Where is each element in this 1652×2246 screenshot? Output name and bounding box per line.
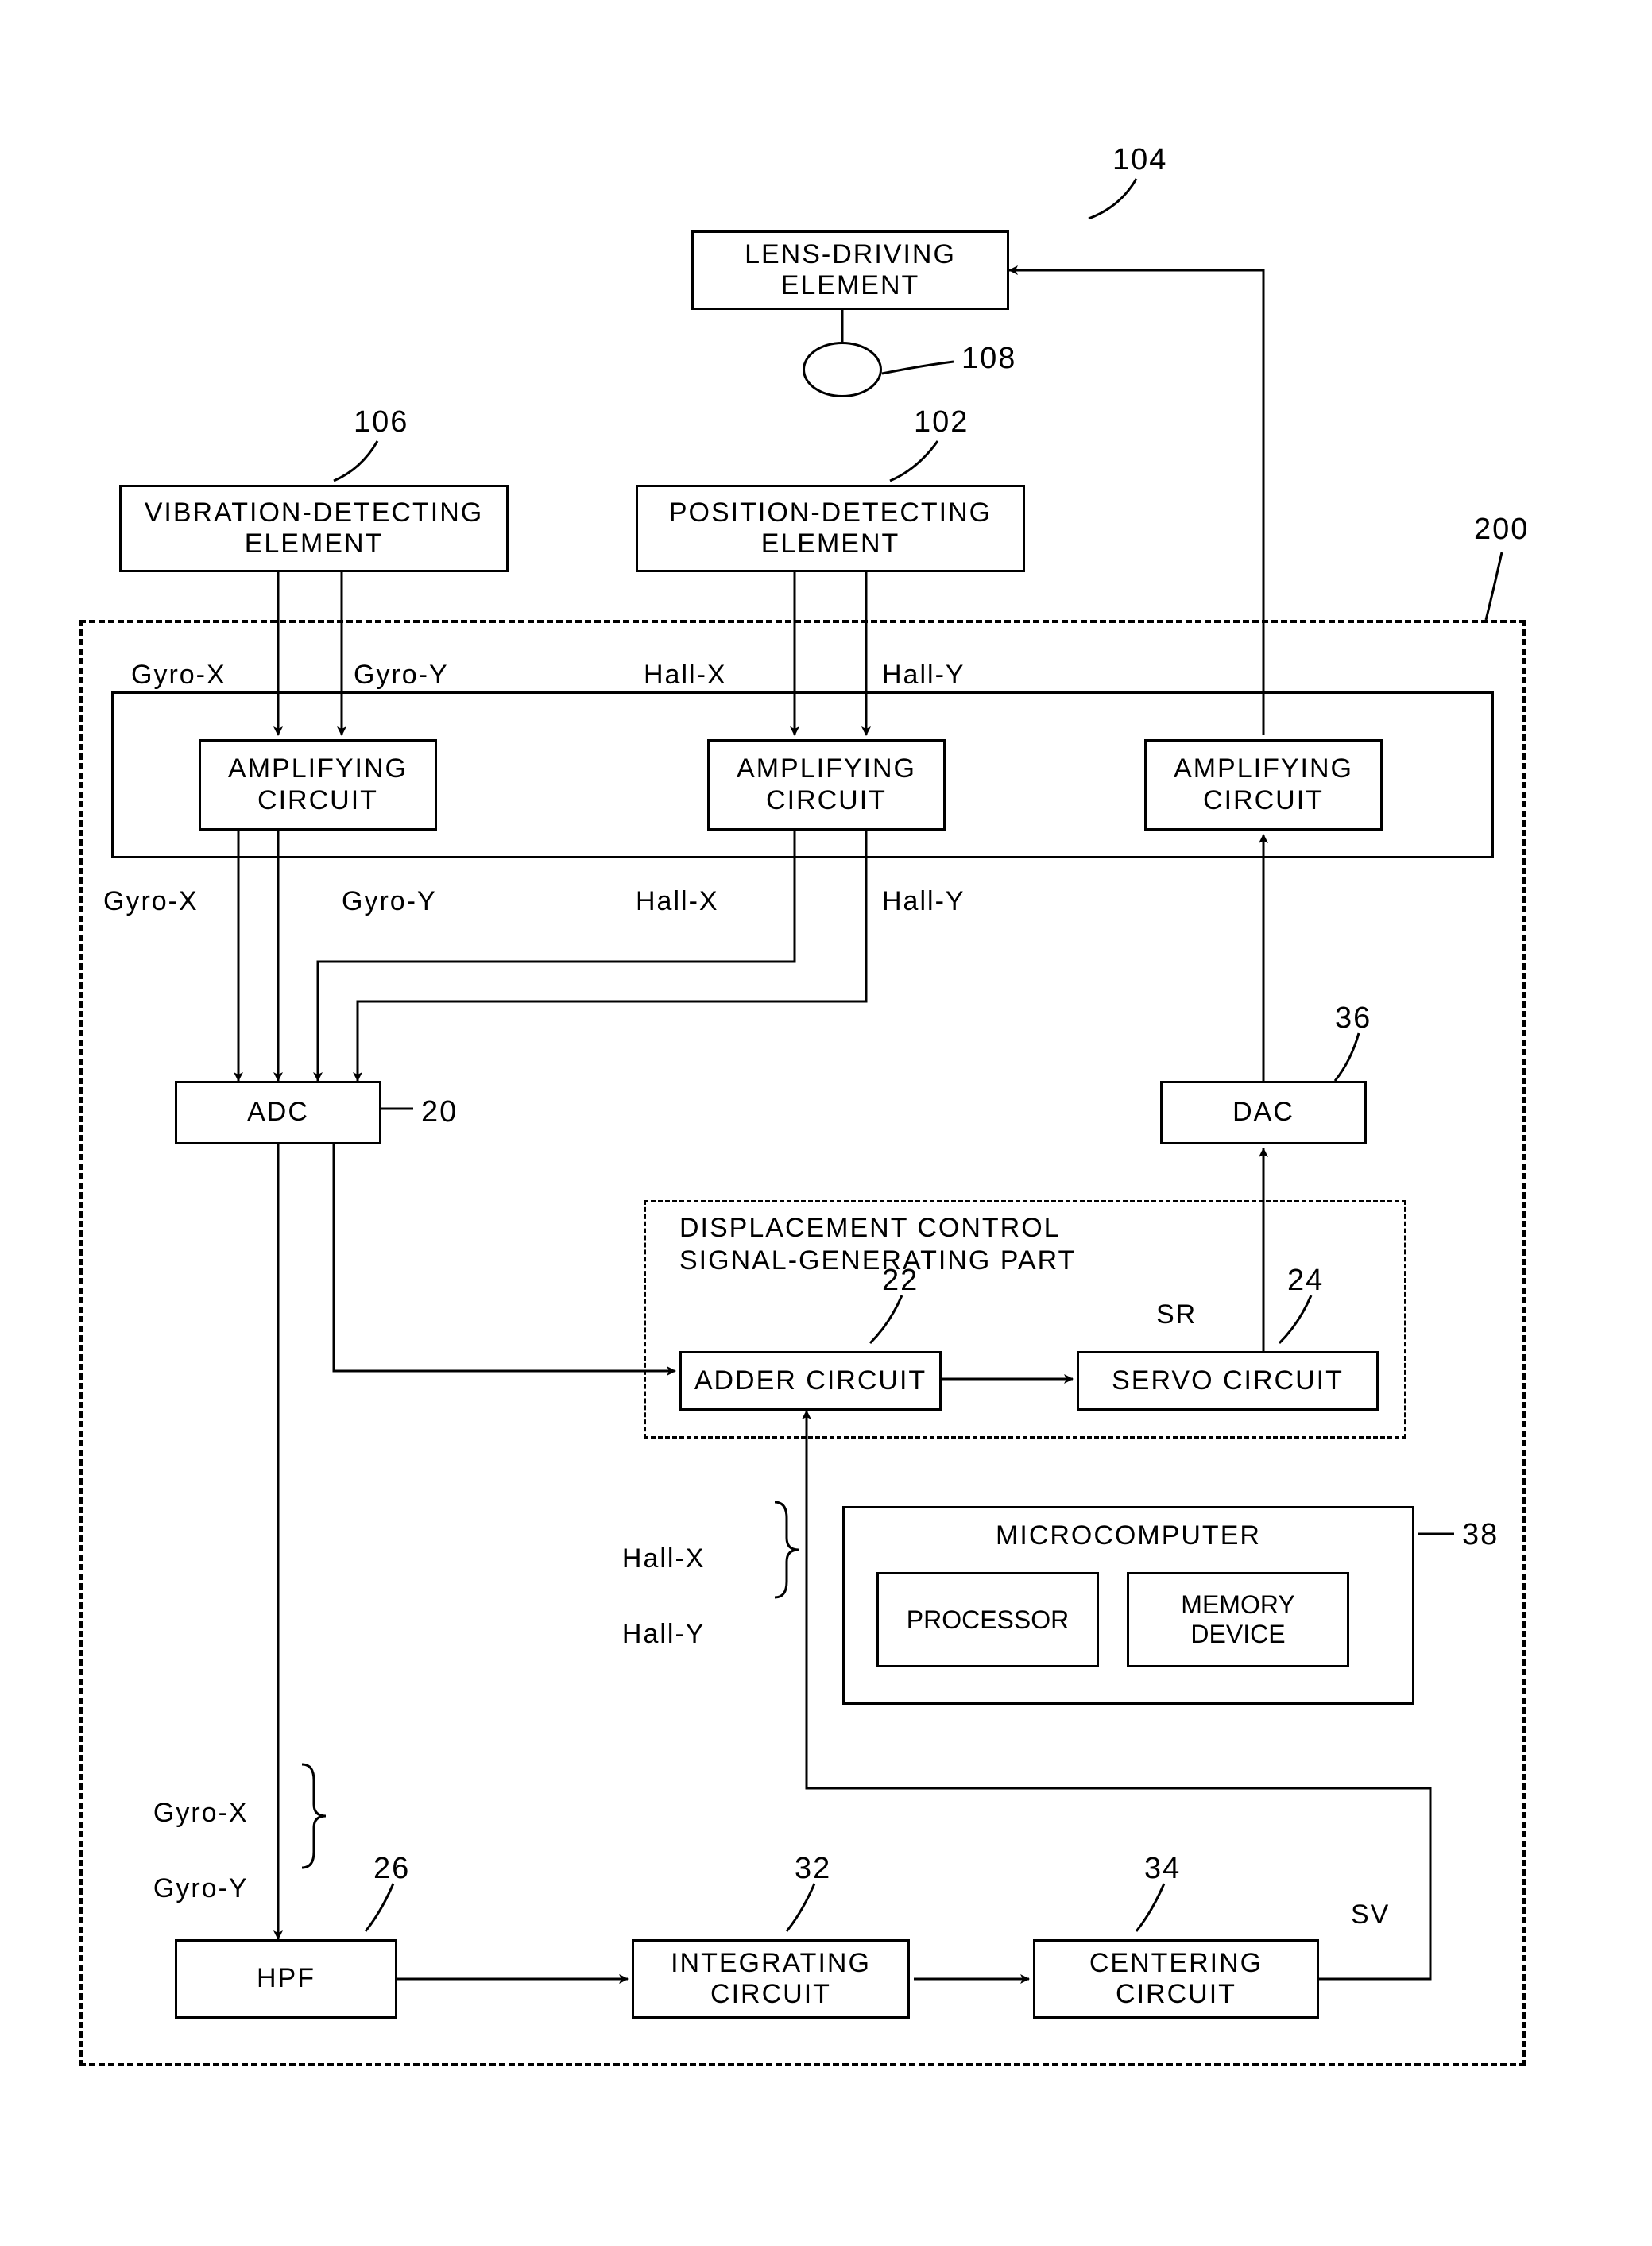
processor-block: PROCESSOR: [876, 1572, 1099, 1667]
centering-block: CENTERING CIRCUIT: [1033, 1939, 1319, 2019]
sr-label: SR: [1156, 1299, 1197, 1330]
adder-block: ADDER CIRCUIT: [679, 1351, 942, 1411]
ref-102: 102: [914, 405, 969, 440]
micro-title: MICROCOMPUTER: [996, 1520, 1261, 1551]
hally-top: Hall-Y: [882, 660, 965, 691]
ref-108: 108: [961, 342, 1016, 376]
lens-icon: [803, 342, 882, 397]
lens-driving-block: LENS-DRIVING ELEMENT: [691, 230, 1009, 310]
vibration-block: VIBRATION-DETECTING ELEMENT: [119, 485, 509, 572]
ref-104: 104: [1112, 143, 1167, 177]
hally-b: Hall-Y: [622, 1619, 706, 1649]
gyrox-mid: Gyro-X: [103, 886, 199, 917]
position-block: POSITION-DETECTING ELEMENT: [636, 485, 1025, 572]
hallx-b: Hall-X: [622, 1543, 706, 1574]
gyrox-b: Gyro-X: [153, 1798, 249, 1828]
amp3-block: AMPLIFYING CIRCUIT: [1144, 739, 1383, 831]
servo-block: SERVO CIRCUIT: [1077, 1351, 1379, 1411]
gyroy-b: Gyro-Y: [153, 1873, 249, 1903]
dcsp-title: DISPLACEMENT CONTROL SIGNAL-GENERATING P…: [679, 1212, 1076, 1277]
gyroxy-brace-label: Gyro-X Gyro-Y: [135, 1756, 249, 1907]
hallx-top: Hall-X: [644, 660, 727, 691]
gyroy-top: Gyro-Y: [354, 660, 449, 691]
adc-block: ADC: [175, 1081, 381, 1144]
ref-106: 106: [354, 405, 408, 440]
dac-block: DAC: [1160, 1081, 1367, 1144]
amp1-block: AMPLIFYING CIRCUIT: [199, 739, 437, 831]
ref-200: 200: [1474, 513, 1529, 547]
hallxy-brace-label: Hall-X Hall-Y: [604, 1502, 705, 1653]
sv-label: SV: [1351, 1899, 1390, 1930]
hally-mid: Hall-Y: [882, 886, 965, 917]
gyrox-top: Gyro-X: [131, 660, 226, 691]
hpf-block: HPF: [175, 1939, 397, 2019]
integrating-block: INTEGRATING CIRCUIT: [632, 1939, 910, 2019]
memory-block: MEMORY DEVICE: [1127, 1572, 1349, 1667]
amp2-block: AMPLIFYING CIRCUIT: [707, 739, 946, 831]
hallx-mid: Hall-X: [636, 886, 719, 917]
microcomputer-block: MICROCOMPUTER PROCESSOR MEMORY DEVICE: [842, 1506, 1414, 1705]
gyroy-mid: Gyro-Y: [342, 886, 437, 917]
